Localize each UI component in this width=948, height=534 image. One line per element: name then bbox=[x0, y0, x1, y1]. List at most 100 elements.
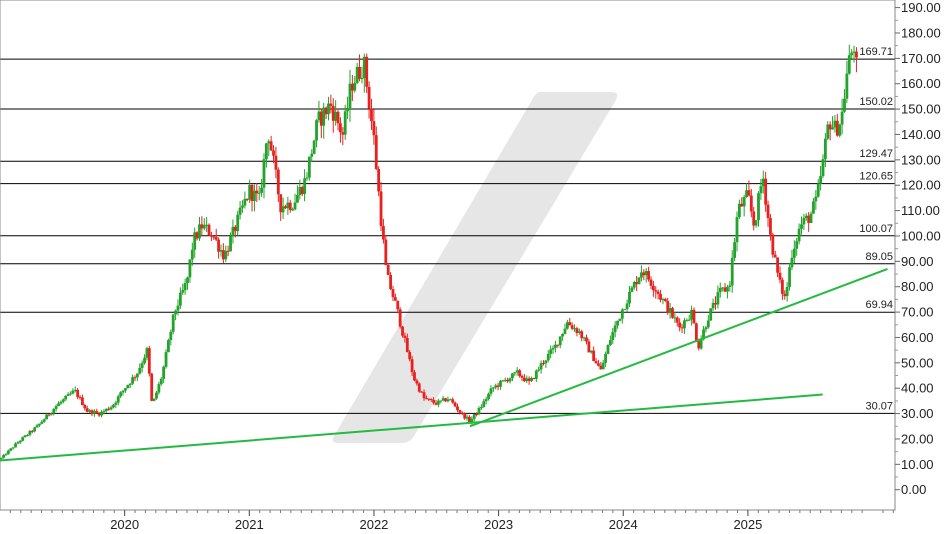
candle-body bbox=[171, 314, 175, 332]
candle-body bbox=[804, 215, 808, 218]
candle-body bbox=[425, 398, 428, 400]
candle-body bbox=[735, 217, 739, 243]
candle bbox=[224, 245, 228, 263]
candle-body bbox=[683, 320, 686, 329]
candle-body bbox=[83, 405, 87, 409]
candle-body bbox=[847, 55, 851, 74]
candle-body bbox=[472, 414, 476, 419]
candle bbox=[296, 185, 299, 204]
candle bbox=[61, 398, 65, 404]
candle-body bbox=[327, 103, 330, 115]
candle bbox=[348, 69, 352, 122]
candle-body bbox=[494, 385, 498, 388]
candle bbox=[319, 108, 323, 139]
candle-body bbox=[401, 326, 404, 336]
candle bbox=[71, 388, 75, 395]
candle bbox=[549, 345, 553, 359]
candle-body bbox=[659, 293, 662, 300]
candle bbox=[632, 280, 636, 290]
candle-body bbox=[233, 226, 237, 232]
candle-body bbox=[420, 391, 424, 393]
candle-body bbox=[673, 317, 677, 319]
candle bbox=[823, 133, 827, 167]
candle bbox=[747, 180, 751, 197]
candle-body bbox=[785, 286, 789, 297]
candle bbox=[327, 96, 330, 121]
x-tick-label: 2023 bbox=[484, 517, 513, 532]
candle-body bbox=[747, 190, 751, 196]
candle-body bbox=[49, 413, 53, 415]
candle-body bbox=[35, 425, 39, 428]
candle bbox=[458, 409, 462, 415]
candle-body bbox=[831, 127, 834, 130]
candle-body bbox=[121, 390, 125, 393]
candle bbox=[499, 379, 502, 390]
candle bbox=[628, 285, 631, 307]
candle-body bbox=[331, 105, 335, 121]
candle-body bbox=[174, 310, 177, 315]
candle bbox=[162, 365, 166, 383]
y-tick-label: 0.00 bbox=[901, 482, 926, 497]
candle bbox=[649, 276, 653, 290]
candle bbox=[112, 403, 115, 409]
candle-body bbox=[518, 370, 521, 376]
candle-body bbox=[95, 411, 99, 413]
candle-body bbox=[59, 401, 63, 404]
watermark-shape bbox=[332, 92, 618, 443]
candle bbox=[838, 123, 842, 138]
candle-body bbox=[334, 111, 338, 121]
candle bbox=[38, 423, 41, 428]
price-level-label-bg bbox=[858, 168, 894, 183]
candle bbox=[143, 354, 146, 365]
candle bbox=[95, 408, 99, 414]
candle-body bbox=[733, 242, 737, 258]
candle bbox=[477, 406, 481, 416]
candle-body bbox=[780, 279, 784, 294]
x-tick-label: 2024 bbox=[609, 517, 638, 532]
price-level-label: 89.05 bbox=[865, 251, 893, 263]
candle bbox=[666, 297, 670, 315]
candle-body bbox=[417, 383, 421, 392]
candle-body bbox=[54, 406, 58, 409]
candle bbox=[305, 172, 309, 181]
candle bbox=[522, 373, 526, 382]
candle bbox=[809, 211, 813, 224]
candle-body bbox=[458, 410, 462, 413]
trendline bbox=[0, 393, 823, 462]
candle bbox=[167, 338, 170, 353]
candle-body bbox=[484, 399, 488, 402]
candle bbox=[18, 440, 22, 444]
candle bbox=[76, 388, 80, 400]
candle bbox=[57, 401, 60, 407]
candle-body bbox=[845, 73, 849, 99]
candle bbox=[427, 398, 431, 402]
candle bbox=[651, 280, 655, 297]
candle-body bbox=[742, 197, 746, 207]
candle bbox=[845, 60, 849, 103]
candle-body bbox=[229, 236, 232, 252]
candle-body bbox=[131, 377, 134, 384]
candle bbox=[59, 400, 63, 406]
candle-body bbox=[97, 412, 101, 416]
candle-body bbox=[64, 395, 68, 400]
candle bbox=[587, 338, 591, 353]
candle bbox=[372, 109, 376, 145]
candle-body bbox=[253, 190, 256, 202]
candle-body bbox=[217, 239, 220, 252]
candle-body bbox=[219, 250, 223, 252]
candle-body bbox=[14, 443, 17, 448]
candle bbox=[413, 369, 416, 382]
candle bbox=[704, 325, 708, 333]
candle-body bbox=[21, 437, 25, 441]
candle bbox=[644, 267, 648, 283]
candle-body bbox=[690, 309, 693, 320]
candle-body bbox=[291, 209, 295, 211]
y-tick-label: 70.00 bbox=[901, 305, 934, 320]
candle bbox=[236, 210, 240, 236]
candle-body bbox=[212, 236, 216, 238]
candle bbox=[616, 320, 619, 329]
candle-body bbox=[537, 369, 541, 371]
candle-body bbox=[506, 379, 510, 382]
candle bbox=[219, 244, 223, 257]
candle bbox=[420, 390, 424, 393]
